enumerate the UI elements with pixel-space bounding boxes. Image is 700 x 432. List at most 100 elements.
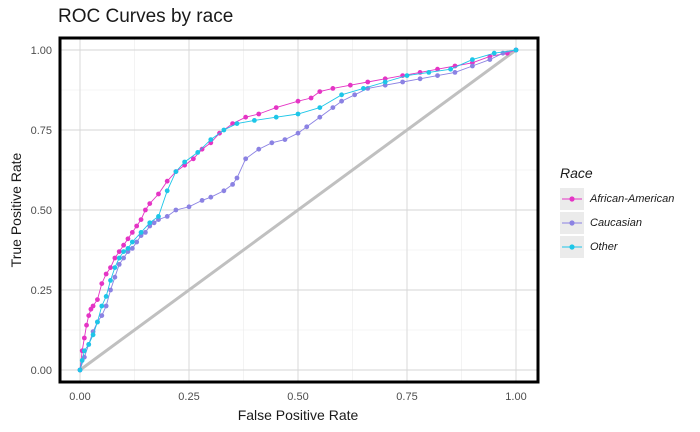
data-point-caucasian (330, 105, 336, 110)
data-point-caucasian (470, 63, 475, 69)
data-point-caucasian (435, 73, 440, 78)
data-point-caucasian (269, 140, 275, 146)
data-point-african-american (243, 114, 249, 120)
data-point-caucasian (417, 76, 423, 82)
data-point-african-american (143, 207, 148, 213)
x-tick-label: 0.50 (287, 391, 308, 403)
series-layer (77, 47, 519, 373)
data-point-african-american (121, 242, 126, 248)
data-point-other (339, 92, 344, 98)
x-tick-label: 0.00 (69, 391, 90, 403)
data-point-african-american (295, 98, 301, 104)
data-point-other (491, 50, 497, 56)
grid-lines (60, 38, 538, 382)
data-point-caucasian (234, 175, 240, 181)
data-point-other (426, 70, 432, 75)
data-point-african-american (125, 236, 131, 242)
data-point-african-american (108, 265, 113, 270)
data-point-african-american (99, 281, 105, 286)
data-point-african-american (138, 217, 144, 223)
legend-item-other: Other (560, 235, 674, 259)
data-point-caucasian (108, 287, 113, 293)
data-point-caucasian (103, 303, 109, 309)
data-point-african-american (134, 223, 140, 229)
legend-item-african-american: African-American (560, 187, 674, 211)
diagonal-reference-layer (79, 48, 517, 372)
data-point-other (125, 246, 131, 251)
data-point-other (195, 150, 201, 155)
data-point-caucasian (121, 255, 126, 261)
data-point-african-american (365, 79, 371, 85)
data-point-caucasian (99, 313, 105, 318)
legend-title: Race (560, 165, 593, 181)
data-point-african-american (435, 66, 440, 72)
data-point-african-american (84, 322, 89, 328)
data-point-other (208, 137, 214, 143)
y-tick-label: 0.25 (31, 285, 52, 297)
data-point-african-american (317, 89, 323, 94)
data-point-caucasian (164, 214, 170, 219)
data-point-caucasian (339, 98, 344, 104)
data-point-other (317, 105, 323, 110)
data-point-caucasian (295, 130, 301, 136)
data-point-other (90, 332, 96, 338)
series-other (77, 47, 519, 373)
data-point-caucasian (151, 220, 157, 226)
data-point-other (121, 249, 126, 255)
data-point-caucasian (221, 188, 227, 194)
y-tick-label: 0.75 (31, 125, 52, 137)
data-point-african-american (103, 271, 109, 277)
data-point-other (273, 114, 279, 120)
data-point-african-american (129, 230, 135, 235)
data-point-caucasian (143, 230, 148, 235)
legend-label-caucasian: Caucasian (590, 217, 642, 229)
data-point-other (129, 239, 135, 245)
data-point-african-american (330, 86, 336, 91)
legend: Race African-American Caucasian Other (560, 165, 674, 259)
data-point-african-american (199, 146, 205, 152)
data-point-caucasian (452, 70, 458, 75)
chart-title: ROC Curves by race (58, 6, 234, 27)
data-point-other (79, 358, 85, 363)
data-point-african-american (156, 191, 161, 197)
x-tick-label: 0.75 (396, 391, 417, 403)
data-point-other (470, 57, 475, 62)
data-point-caucasian (304, 124, 310, 130)
data-point-other (361, 86, 366, 91)
data-point-caucasian (400, 79, 406, 85)
data-point-caucasian (243, 156, 249, 162)
data-point-caucasian (199, 198, 205, 203)
data-point-caucasian (487, 57, 493, 62)
x-axis-title: False Positive Rate (238, 407, 359, 423)
data-point-other (404, 73, 410, 78)
data-point-caucasian (317, 114, 323, 120)
diagonal-reference-line (79, 48, 517, 372)
data-point-other (182, 159, 188, 165)
legend-item-caucasian: Caucasian (560, 211, 674, 235)
data-point-other (95, 319, 100, 325)
data-point-other (86, 342, 92, 347)
data-point-caucasian (256, 146, 262, 152)
data-point-african-american (190, 156, 196, 162)
data-point-other (382, 79, 388, 85)
data-point-other (116, 255, 122, 261)
legend-label-african-american: African-American (590, 193, 675, 205)
data-point-african-american (81, 335, 87, 341)
y-tick-label: 0.50 (31, 205, 52, 217)
data-point-caucasian (129, 246, 135, 251)
legend-key-caucasian (560, 212, 584, 234)
data-point-african-american (347, 82, 353, 88)
data-point-other (77, 367, 83, 373)
data-point-other (173, 169, 179, 175)
data-point-caucasian (112, 274, 118, 280)
panel-border (58, 36, 540, 384)
data-point-african-american (147, 201, 153, 207)
y-tick-label: 0.00 (31, 365, 52, 377)
data-point-other (252, 118, 257, 123)
data-point-african-american (116, 249, 122, 255)
legend-label-other: Other (590, 241, 618, 253)
data-point-african-american (308, 95, 314, 101)
data-point-other (448, 66, 453, 72)
legend-key-other (560, 236, 584, 258)
